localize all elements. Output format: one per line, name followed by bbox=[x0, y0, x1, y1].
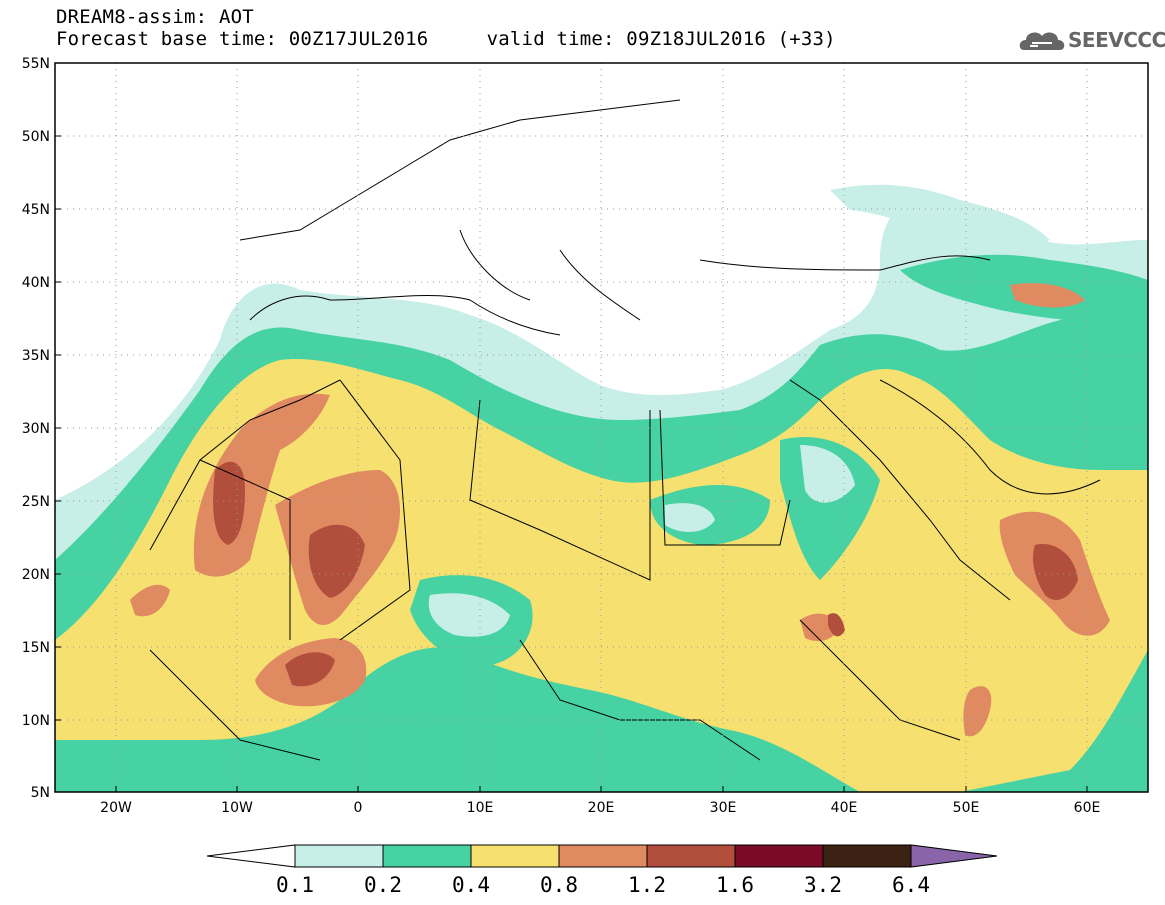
colorbar-label: 1.6 bbox=[716, 873, 754, 897]
colorbar-label: 0.2 bbox=[364, 873, 402, 897]
lat-label: 15N bbox=[22, 640, 50, 656]
lon-label: 20E bbox=[588, 800, 615, 816]
lat-label: 40N bbox=[22, 275, 50, 291]
lon-label: 50E bbox=[953, 800, 980, 816]
colorbar-label: 3.2 bbox=[804, 873, 842, 897]
colorbar-high-arrow bbox=[910, 844, 998, 868]
lat-label: 5N bbox=[31, 785, 50, 801]
colorbar-label: 1.2 bbox=[628, 873, 666, 897]
axis-ticks bbox=[55, 62, 1088, 792]
lon-label: 10W bbox=[221, 800, 253, 816]
colorbar-swatch bbox=[558, 844, 648, 868]
cloud-icon bbox=[1019, 32, 1065, 50]
lat-label: 30N bbox=[22, 421, 50, 437]
lon-label: 10E bbox=[467, 800, 494, 816]
colorbar-swatch bbox=[646, 844, 736, 868]
lat-label: 10N bbox=[22, 713, 50, 729]
colorbar bbox=[206, 844, 998, 868]
coastlines bbox=[149, 99, 1101, 761]
colorbar-low-arrow bbox=[206, 844, 296, 868]
lon-labels: 20W 10W 0 10E 20E 30E 40E 50E 60E bbox=[100, 800, 1100, 816]
lat-label: 35N bbox=[22, 348, 50, 364]
seevccc-logo: SEEVCCC bbox=[1068, 28, 1165, 52]
colorbar-label: 0.4 bbox=[452, 873, 490, 897]
lat-label: 45N bbox=[22, 202, 50, 218]
lon-label: 20W bbox=[100, 800, 132, 816]
colorbar-swatch bbox=[470, 844, 560, 868]
aot-fields bbox=[55, 184, 1148, 792]
lon-label: 0 bbox=[354, 800, 363, 816]
lat-label: 50N bbox=[22, 129, 50, 145]
lon-label: 30E bbox=[710, 800, 737, 816]
lat-label: 25N bbox=[22, 494, 50, 510]
forecast-times: Forecast base time: 00Z17JUL2016 valid t… bbox=[56, 28, 836, 50]
colorbar-swatch bbox=[294, 844, 384, 868]
lon-label: 40E bbox=[831, 800, 858, 816]
map-title: DREAM8-assim: AOT bbox=[56, 6, 254, 28]
colorbar-label: 0.8 bbox=[540, 873, 578, 897]
graticule bbox=[55, 63, 1148, 792]
lat-labels: 55N 50N 45N 40N 35N 30N 25N 20N 15N 10N … bbox=[22, 56, 50, 801]
colorbar-swatch bbox=[822, 844, 912, 868]
colorbar-label: 0.1 bbox=[276, 873, 314, 897]
colorbar-label: 6.4 bbox=[892, 873, 930, 897]
lat-label: 20N bbox=[22, 567, 50, 583]
lat-label: 55N bbox=[22, 56, 50, 72]
colorbar-swatch bbox=[382, 844, 472, 868]
colorbar-swatch bbox=[734, 844, 824, 868]
colorbar-labels: 0.1 0.2 0.4 0.8 1.2 1.6 3.2 6.4 bbox=[276, 873, 930, 897]
lon-label: 60E bbox=[1074, 800, 1101, 816]
